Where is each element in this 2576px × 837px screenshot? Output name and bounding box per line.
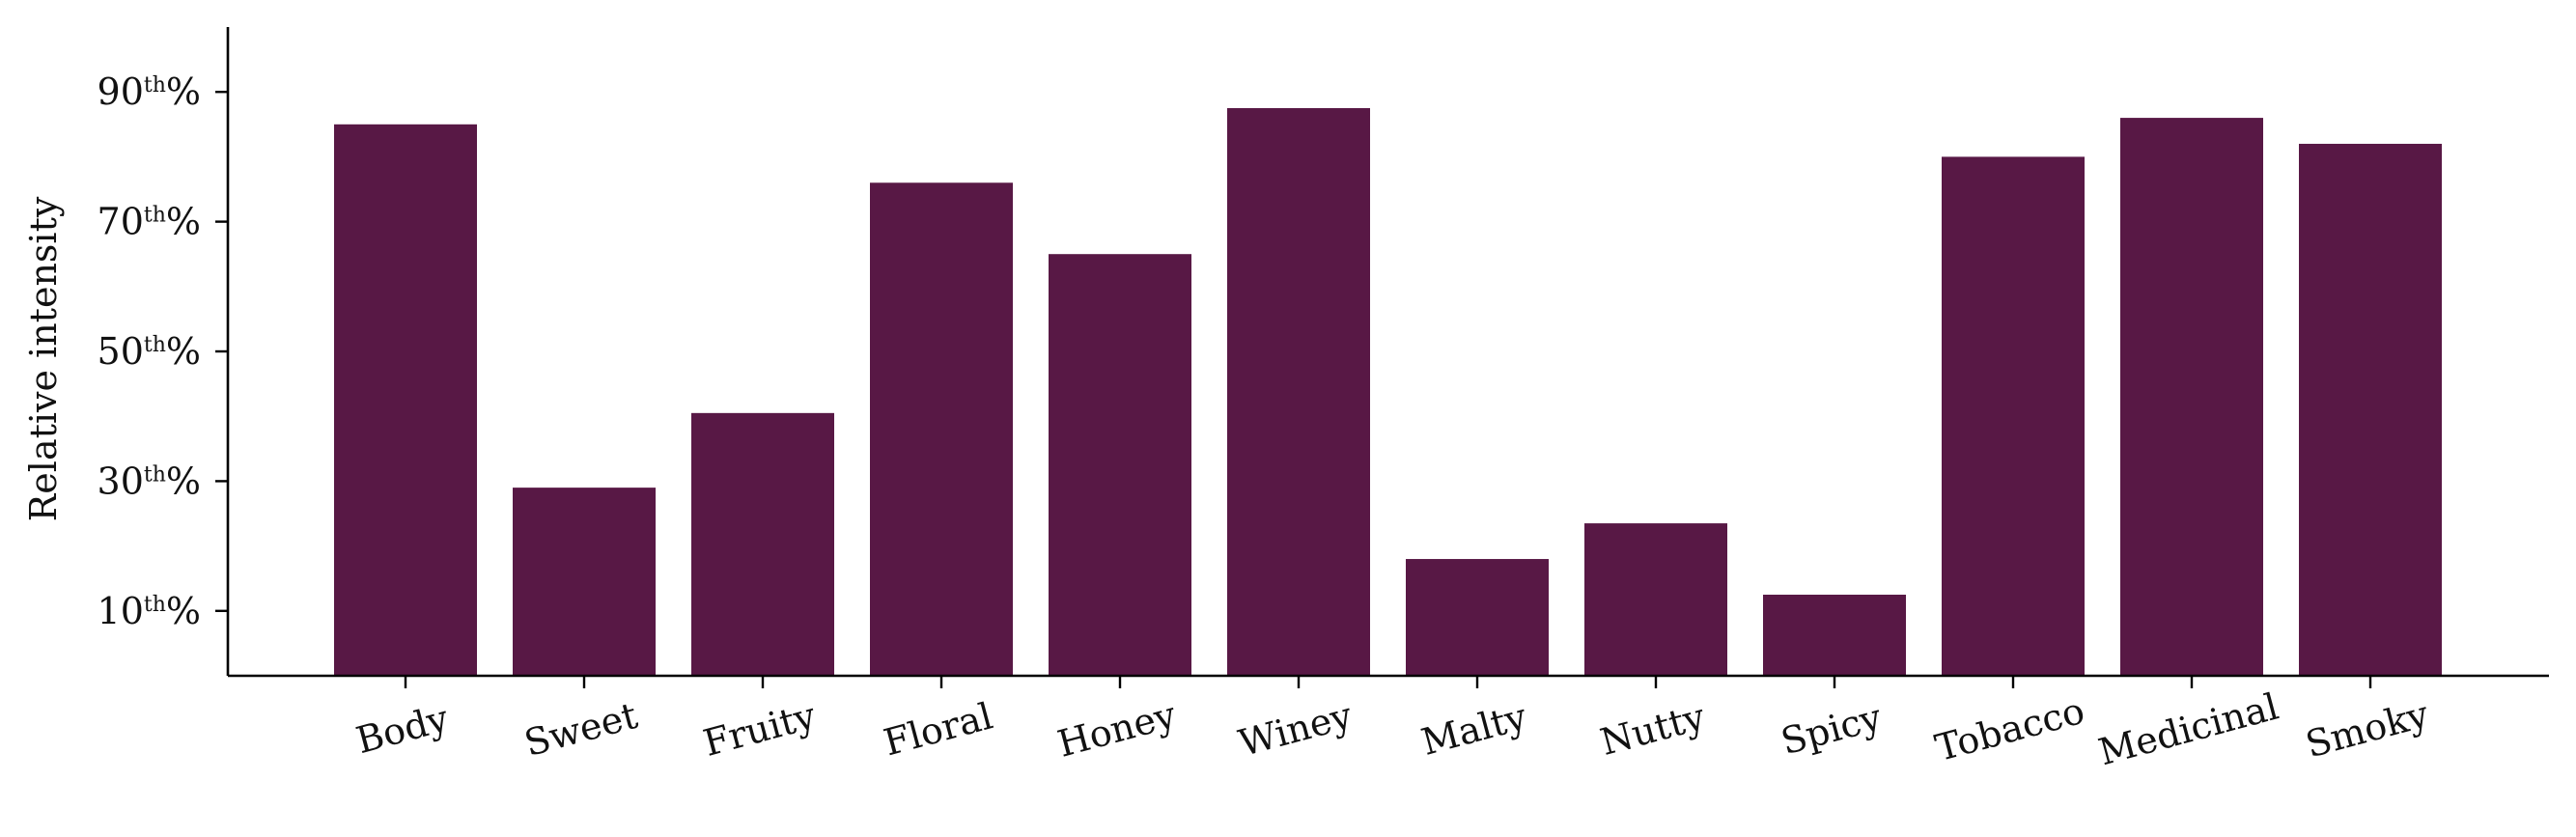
y-axis-label: Relative intensity	[22, 196, 65, 521]
x-tick-label: Tobacco	[1931, 689, 2089, 769]
y-tick-label: 70th%	[98, 201, 201, 243]
x-tick-label: Honey	[1053, 693, 1181, 766]
x-tick-label: Malty	[1417, 695, 1532, 764]
y-tick-label: 30th%	[98, 460, 201, 502]
x-tick-label: Smoky	[2301, 692, 2433, 766]
y-tick-label: 90th%	[98, 70, 201, 113]
x-tick-label: Body	[351, 697, 453, 763]
bar-body	[334, 124, 477, 677]
x-tick-label: Nutty	[1596, 695, 1710, 764]
bar-floral	[870, 182, 1013, 676]
x-tick-label: Medicinal	[2094, 685, 2282, 774]
bar-fruity	[691, 412, 834, 676]
bar-tobacco	[1942, 156, 2085, 676]
x-tick-label: Fruity	[699, 694, 821, 765]
bar-smoky	[2299, 143, 2442, 676]
bar-sweet	[513, 488, 656, 676]
bar-nutty	[1584, 523, 1727, 676]
bar-spicy	[1763, 595, 1906, 676]
y-tick-label: 50th%	[98, 330, 201, 373]
bars-group	[334, 108, 2442, 677]
y-axis-ticks: 10th% 30th% 50th% 70th% 90th%	[98, 70, 228, 632]
x-tick-label: Spicy	[1777, 695, 1887, 763]
bar-winey	[1227, 108, 1370, 676]
bar-honey	[1049, 254, 1191, 676]
x-tick-label: Winey	[1234, 694, 1357, 765]
x-tick-label: Sweet	[520, 694, 642, 765]
x-axis-ticks: Body Sweet Fruity Floral Honey Winey Malty Nutt…	[351, 676, 2433, 773]
bar-malty	[1406, 559, 1549, 676]
bar-medicinal	[2120, 118, 2263, 676]
x-tick-label: Floral	[880, 694, 997, 764]
y-tick-label: 10th%	[98, 590, 201, 632]
